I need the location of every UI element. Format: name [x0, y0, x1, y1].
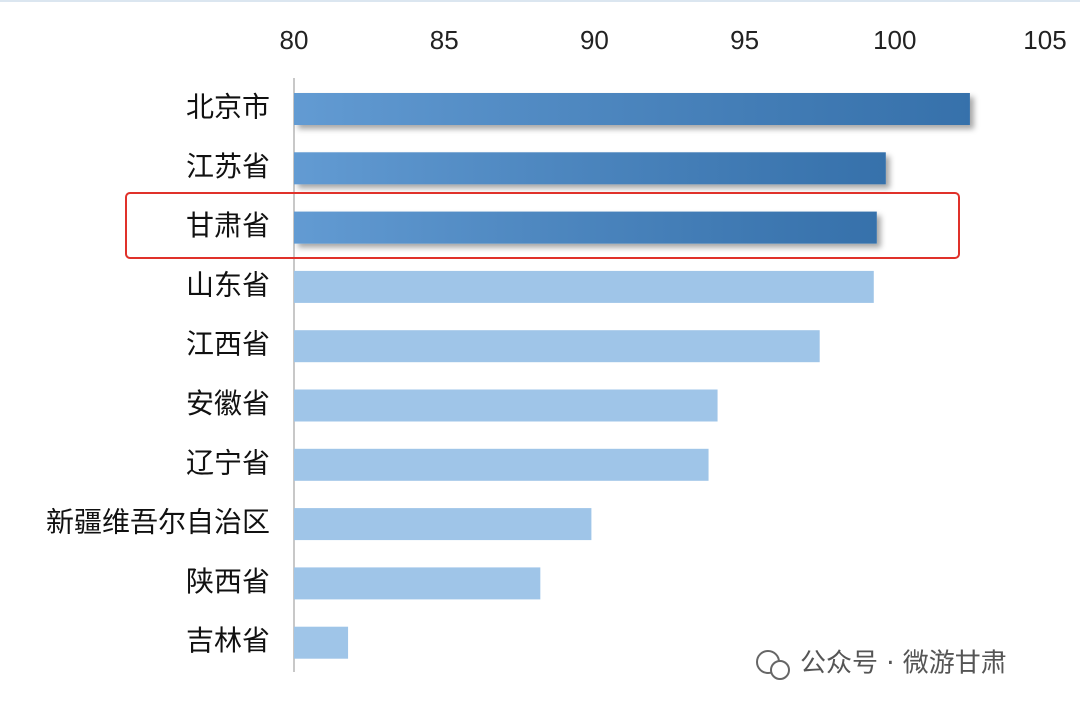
y-tick-label: 安徽省	[186, 387, 270, 420]
bar-shade	[294, 152, 886, 185]
x-tick-label: 100	[873, 25, 916, 55]
y-tick-label: 陕西省	[186, 565, 270, 598]
x-tick-label: 105	[1023, 25, 1066, 55]
highlight-box	[125, 192, 960, 259]
y-tick-label: 江西省	[186, 328, 270, 361]
y-tick-label: 辽宁省	[186, 446, 270, 479]
y-tick-label: 甘肃省	[186, 209, 270, 242]
y-tick-label: 江苏省	[186, 150, 270, 183]
y-tick-label: 北京市	[186, 91, 270, 124]
bar	[294, 626, 349, 659]
bar	[294, 448, 709, 481]
bar	[294, 330, 820, 363]
bar-shade	[294, 93, 970, 125]
y-tick-label: 山东省	[186, 268, 270, 301]
bar-shade	[294, 211, 877, 244]
wechat-icon	[770, 660, 790, 680]
bar	[294, 508, 592, 541]
x-tick-label: 90	[580, 25, 609, 55]
bar	[294, 270, 874, 303]
x-tick-label: 80	[280, 25, 309, 55]
bar	[294, 567, 541, 600]
watermark-text: 公众号 · 微游甘肃	[800, 649, 1007, 679]
watermark: 公众号 · 微游甘肃	[756, 649, 1007, 680]
x-tick-label: 95	[730, 25, 759, 55]
x-tick-label: 85	[430, 25, 459, 55]
bar	[294, 389, 718, 422]
y-tick-label: 吉林省	[186, 624, 270, 657]
y-tick-label: 新疆维吾尔自治区	[46, 506, 270, 539]
